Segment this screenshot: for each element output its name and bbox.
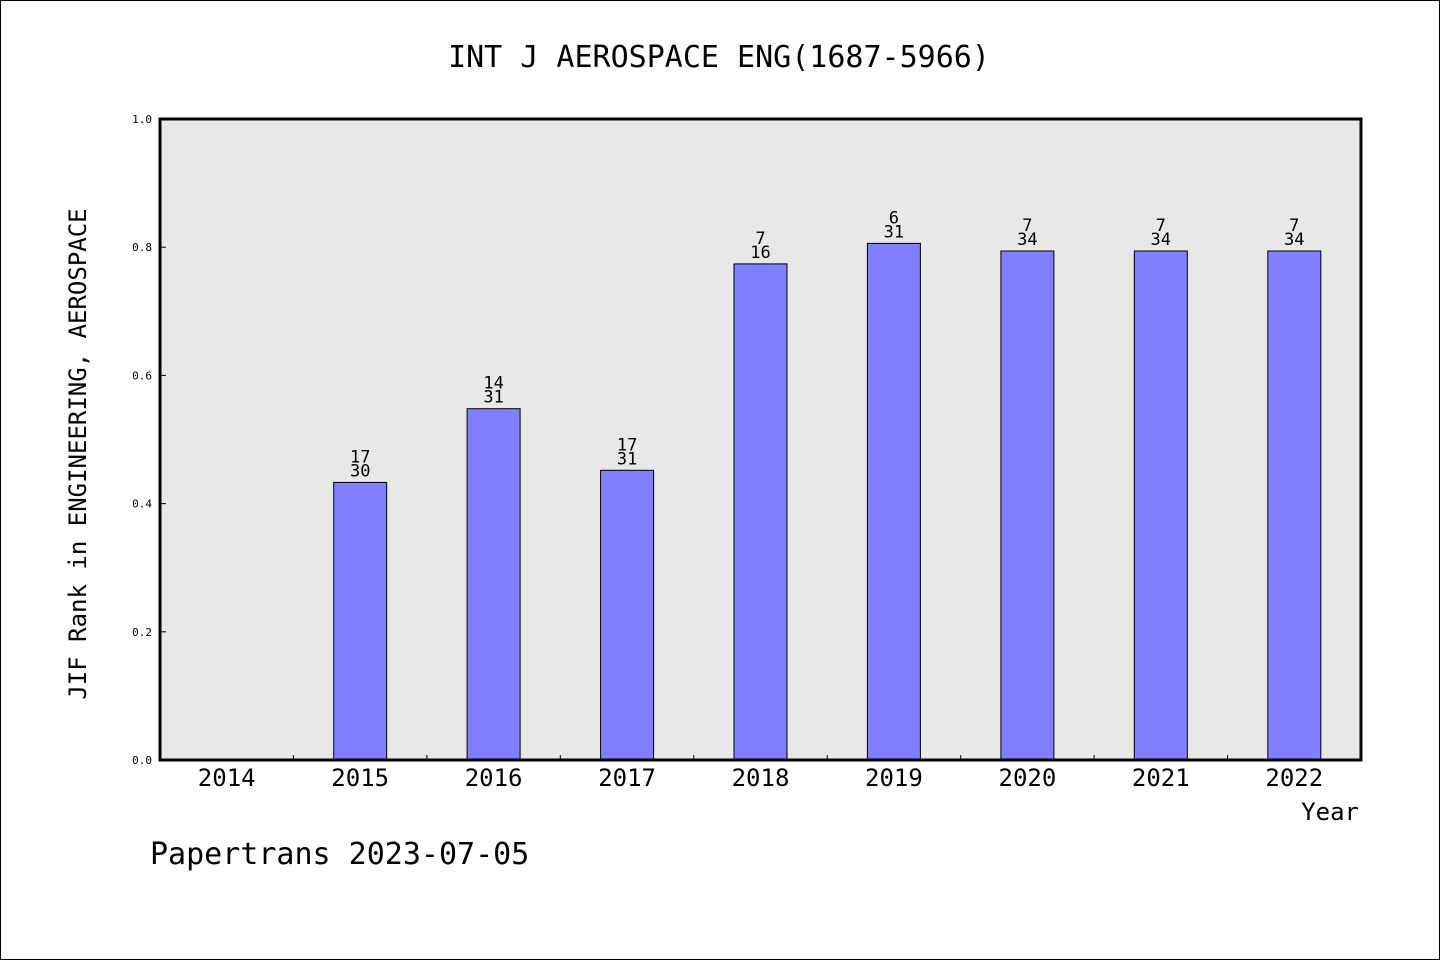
x-tick-label: 2017 xyxy=(598,764,656,792)
chart-title: INT J AEROSPACE ENG(1687-5966) xyxy=(448,40,990,75)
x-tick-label: 2018 xyxy=(732,764,790,792)
bar-2021 xyxy=(1133,250,1188,761)
rank-label-bottom: 34 xyxy=(1017,230,1037,250)
rank-label-top: 17 xyxy=(350,447,370,467)
bar-2018 xyxy=(733,263,788,761)
y-axis-label: JIF Rank in ENGINEERING, AEROSPACE xyxy=(64,208,92,699)
y-tick-label: 0.2 xyxy=(132,626,152,639)
rank-label-bottom: 31 xyxy=(483,388,503,408)
x-axis-label: Year xyxy=(1301,798,1359,826)
bar-2019 xyxy=(866,242,921,761)
rank-label-top: 7 xyxy=(755,229,765,249)
rank-label-top: 6 xyxy=(889,208,899,228)
y-tick-label: 1.0 xyxy=(132,113,152,126)
x-tick-label: 2016 xyxy=(465,764,523,792)
rank-label-bottom: 34 xyxy=(1151,230,1171,250)
x-tick-label: 2019 xyxy=(865,764,923,792)
bar-2020 xyxy=(1000,250,1055,761)
bar-2017 xyxy=(600,469,655,761)
x-tick-label: 2021 xyxy=(1132,764,1190,792)
y-tick-label: 0.4 xyxy=(132,498,152,511)
rank-label-top: 7 xyxy=(1289,216,1299,236)
rank-label-bottom: 31 xyxy=(617,449,637,469)
plot-border xyxy=(158,117,1363,762)
bar-2015 xyxy=(333,481,388,761)
bar-2016 xyxy=(466,408,521,761)
rank-label-top: 7 xyxy=(1022,216,1032,236)
rank-label-top: 7 xyxy=(1156,216,1166,236)
rank-label-bottom: 16 xyxy=(750,243,770,263)
rank-label-bottom: 31 xyxy=(884,222,904,242)
rank-label-top: 17 xyxy=(617,435,637,455)
bar-2022 xyxy=(1267,250,1322,761)
x-tick-label: 2020 xyxy=(999,764,1057,792)
y-tick-label: 0.8 xyxy=(132,241,152,254)
x-tick-label: 2015 xyxy=(331,764,389,792)
y-tick-label: 0.0 xyxy=(132,754,152,767)
rank-label-top: 14 xyxy=(483,374,503,394)
rank-label-bottom: 34 xyxy=(1284,230,1304,250)
y-tick-label: 0.6 xyxy=(132,369,152,382)
rank-label-bottom: 30 xyxy=(350,461,370,481)
footer-text: Papertrans 2023-07-05 xyxy=(150,837,529,872)
x-tick-label: 2022 xyxy=(1265,764,1323,792)
x-tick-label: 2014 xyxy=(198,764,256,792)
